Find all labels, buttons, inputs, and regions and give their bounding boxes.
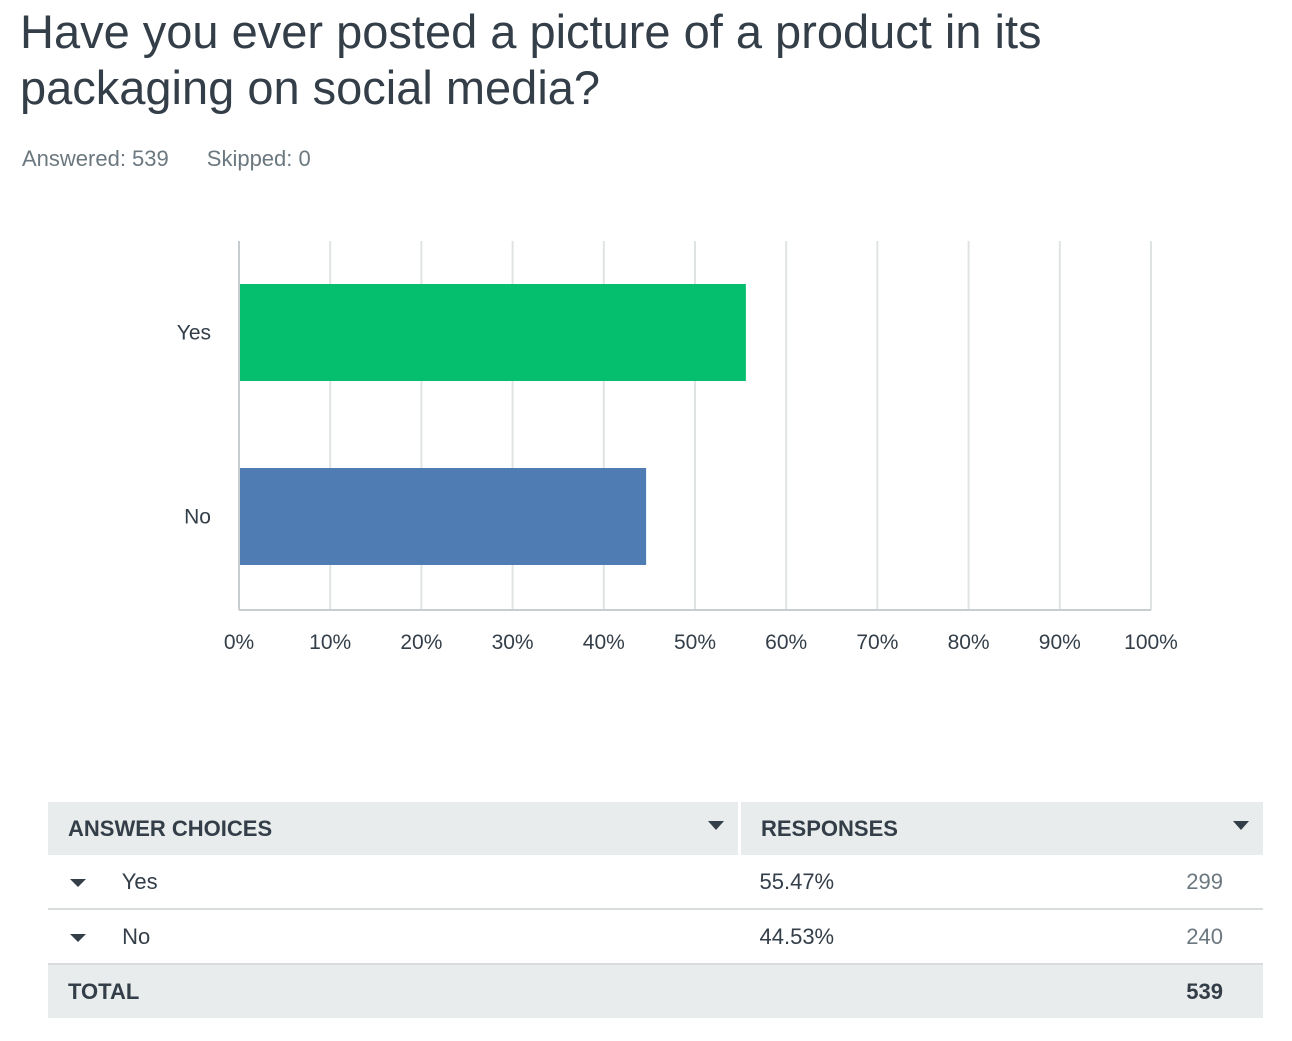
caret-down-icon[interactable] [70,878,86,887]
response-stats: Answered: 539 Skipped: 0 [22,146,311,172]
answered-count: Answered: 539 [22,146,169,171]
x-tick-label: 30% [492,631,534,654]
x-tick-label: 90% [1039,631,1081,654]
table-row: Yes 55.47% 299 [48,855,1263,910]
responses-header-label: RESPONSES [761,815,898,841]
category-label: No [184,506,211,529]
response-cell: 55.47% 299 [739,855,1263,910]
x-tick-label: 80% [948,631,990,654]
choice-cell: Yes [48,855,740,910]
x-tick-label: 10% [309,631,351,654]
x-tick-label: 70% [856,631,898,654]
total-label: TOTAL [68,978,140,1004]
question-title: Have you ever posted a picture of a prod… [20,5,1042,114]
bar-yes [240,284,746,381]
x-tick-label: 0% [224,631,254,654]
total-count-cell: 539 [739,964,1263,1018]
results-table: ANSWER CHOICES RESPONSES Yes 55.47% 299 … [48,802,1263,1018]
bar-chart-svg: 0% 10% 20% 30% 40% 50% 60% 70% 80% 90% 100% Yes No [177,241,1178,654]
x-tick-label: 50% [674,631,716,654]
response-count: 299 [1186,868,1223,894]
total-count: 539 [1186,978,1223,1004]
caret-down-icon[interactable] [70,933,86,942]
table-row: No 44.53% 240 [48,909,1263,965]
choice-label: No [122,923,151,949]
x-tick-label: 60% [765,631,807,654]
bar-chart: 0% 10% 20% 30% 40% 50% 60% 70% 80% 90% 100% Yes No [177,241,1178,654]
skipped-count: Skipped: 0 [206,146,311,171]
choice-label: Yes [121,868,158,894]
bar-no [240,468,647,565]
answer-choices-header-label: ANSWER CHOICES [68,815,273,841]
sort-down-icon[interactable] [1233,821,1249,830]
total-label-cell: TOTAL [48,964,740,1018]
response-cell: 44.53% 240 [739,909,1263,965]
response-percent: 55.47% [759,868,835,894]
category-label: Yes [177,322,211,345]
response-percent: 44.53% [759,923,835,949]
x-tick-label: 40% [583,631,625,654]
choice-cell: No [48,909,740,965]
response-count: 240 [1186,923,1223,949]
responses-header[interactable]: RESPONSES [739,802,1263,855]
x-tick-label: 100% [1124,631,1178,654]
total-row: TOTAL 539 [48,964,1263,1018]
sort-down-icon[interactable] [708,821,724,830]
answer-choices-header[interactable]: ANSWER CHOICES [48,802,741,855]
x-tick-label: 20% [400,631,442,654]
